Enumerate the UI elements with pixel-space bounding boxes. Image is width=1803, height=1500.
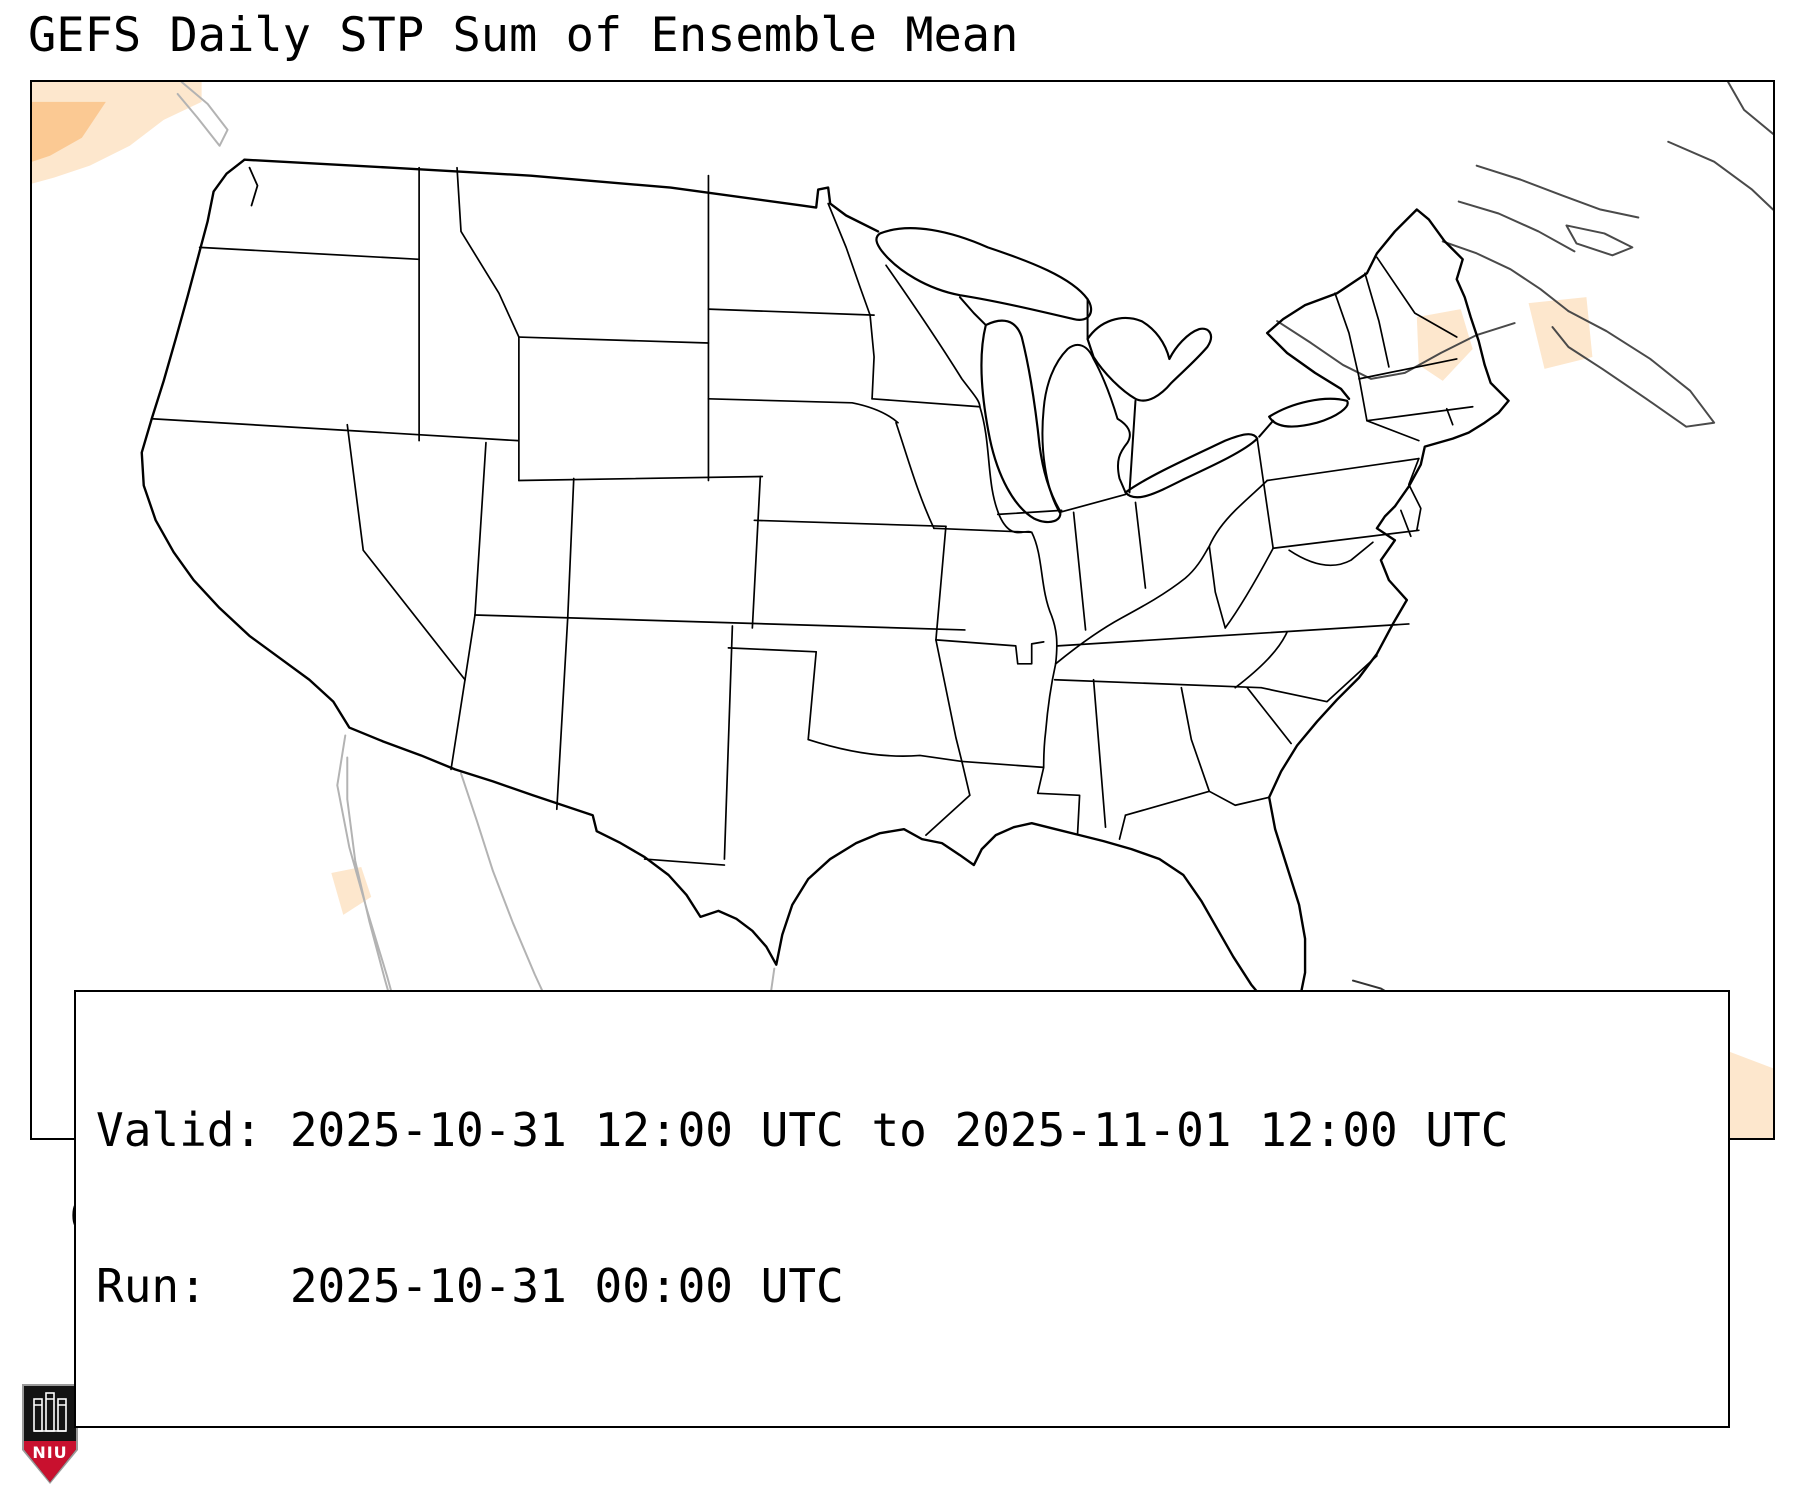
michigan-mitten — [1041, 343, 1131, 514]
info-box: Valid: 2025-10-31 12:00 UTC to 2025-11-0… — [74, 990, 1730, 1428]
northern-border-west — [243, 158, 880, 233]
shade-patch-baja — [331, 867, 372, 915]
nova-scotia — [1551, 310, 1716, 428]
shade-patch-ne — [1416, 309, 1473, 381]
great-lakes — [875, 227, 1349, 524]
new-brunswick-coast — [1457, 200, 1576, 253]
valid-text: Valid: 2025-10-31 12:00 UTC to 2025-11-0… — [96, 1103, 1509, 1157]
state-borders — [150, 166, 1474, 866]
shade-patch-east-edge — [1528, 297, 1593, 369]
michigan-land — [958, 296, 1275, 514]
fundy-coast — [1441, 240, 1570, 313]
niagara-river — [1258, 419, 1275, 438]
niu-logo-text: NIU — [32, 1442, 68, 1462]
shade-patch-nw-core — [32, 101, 106, 162]
st-clair-river — [1128, 399, 1137, 494]
lake-erie — [1124, 433, 1259, 499]
castle-icon — [33, 1392, 67, 1432]
run-text: Run: 2025-10-31 00:00 UTC — [96, 1259, 844, 1313]
vancouver-island-coast — [176, 82, 229, 147]
us-map — [32, 82, 1773, 1138]
ne-coast-far — [1667, 140, 1773, 211]
ne-corner-coast — [1727, 82, 1773, 135]
us-outline — [140, 158, 1510, 1022]
st-lawrence-north-shore — [1276, 320, 1516, 380]
niu-shield: NIU — [22, 1384, 78, 1484]
gaspe-coast — [1475, 164, 1640, 219]
coast-and-borders — [140, 158, 1510, 1022]
pei — [1565, 224, 1634, 257]
canada-coastlines — [1276, 82, 1773, 428]
map-frame: Valid: 2025-10-31 12:00 UTC to 2025-11-0… — [30, 80, 1775, 1428]
lake-ontario — [1268, 397, 1349, 428]
lake-superior — [875, 227, 1093, 321]
puget-sound — [248, 166, 259, 207]
neighbor-coastlines — [176, 82, 1428, 1138]
up-wisconsin-border — [958, 296, 987, 327]
lake-huron — [1086, 316, 1213, 402]
figure-title: GEFS Daily STP Sum of Ensemble Mean — [28, 8, 1019, 63]
niu-logo: NIU — [22, 1384, 78, 1484]
